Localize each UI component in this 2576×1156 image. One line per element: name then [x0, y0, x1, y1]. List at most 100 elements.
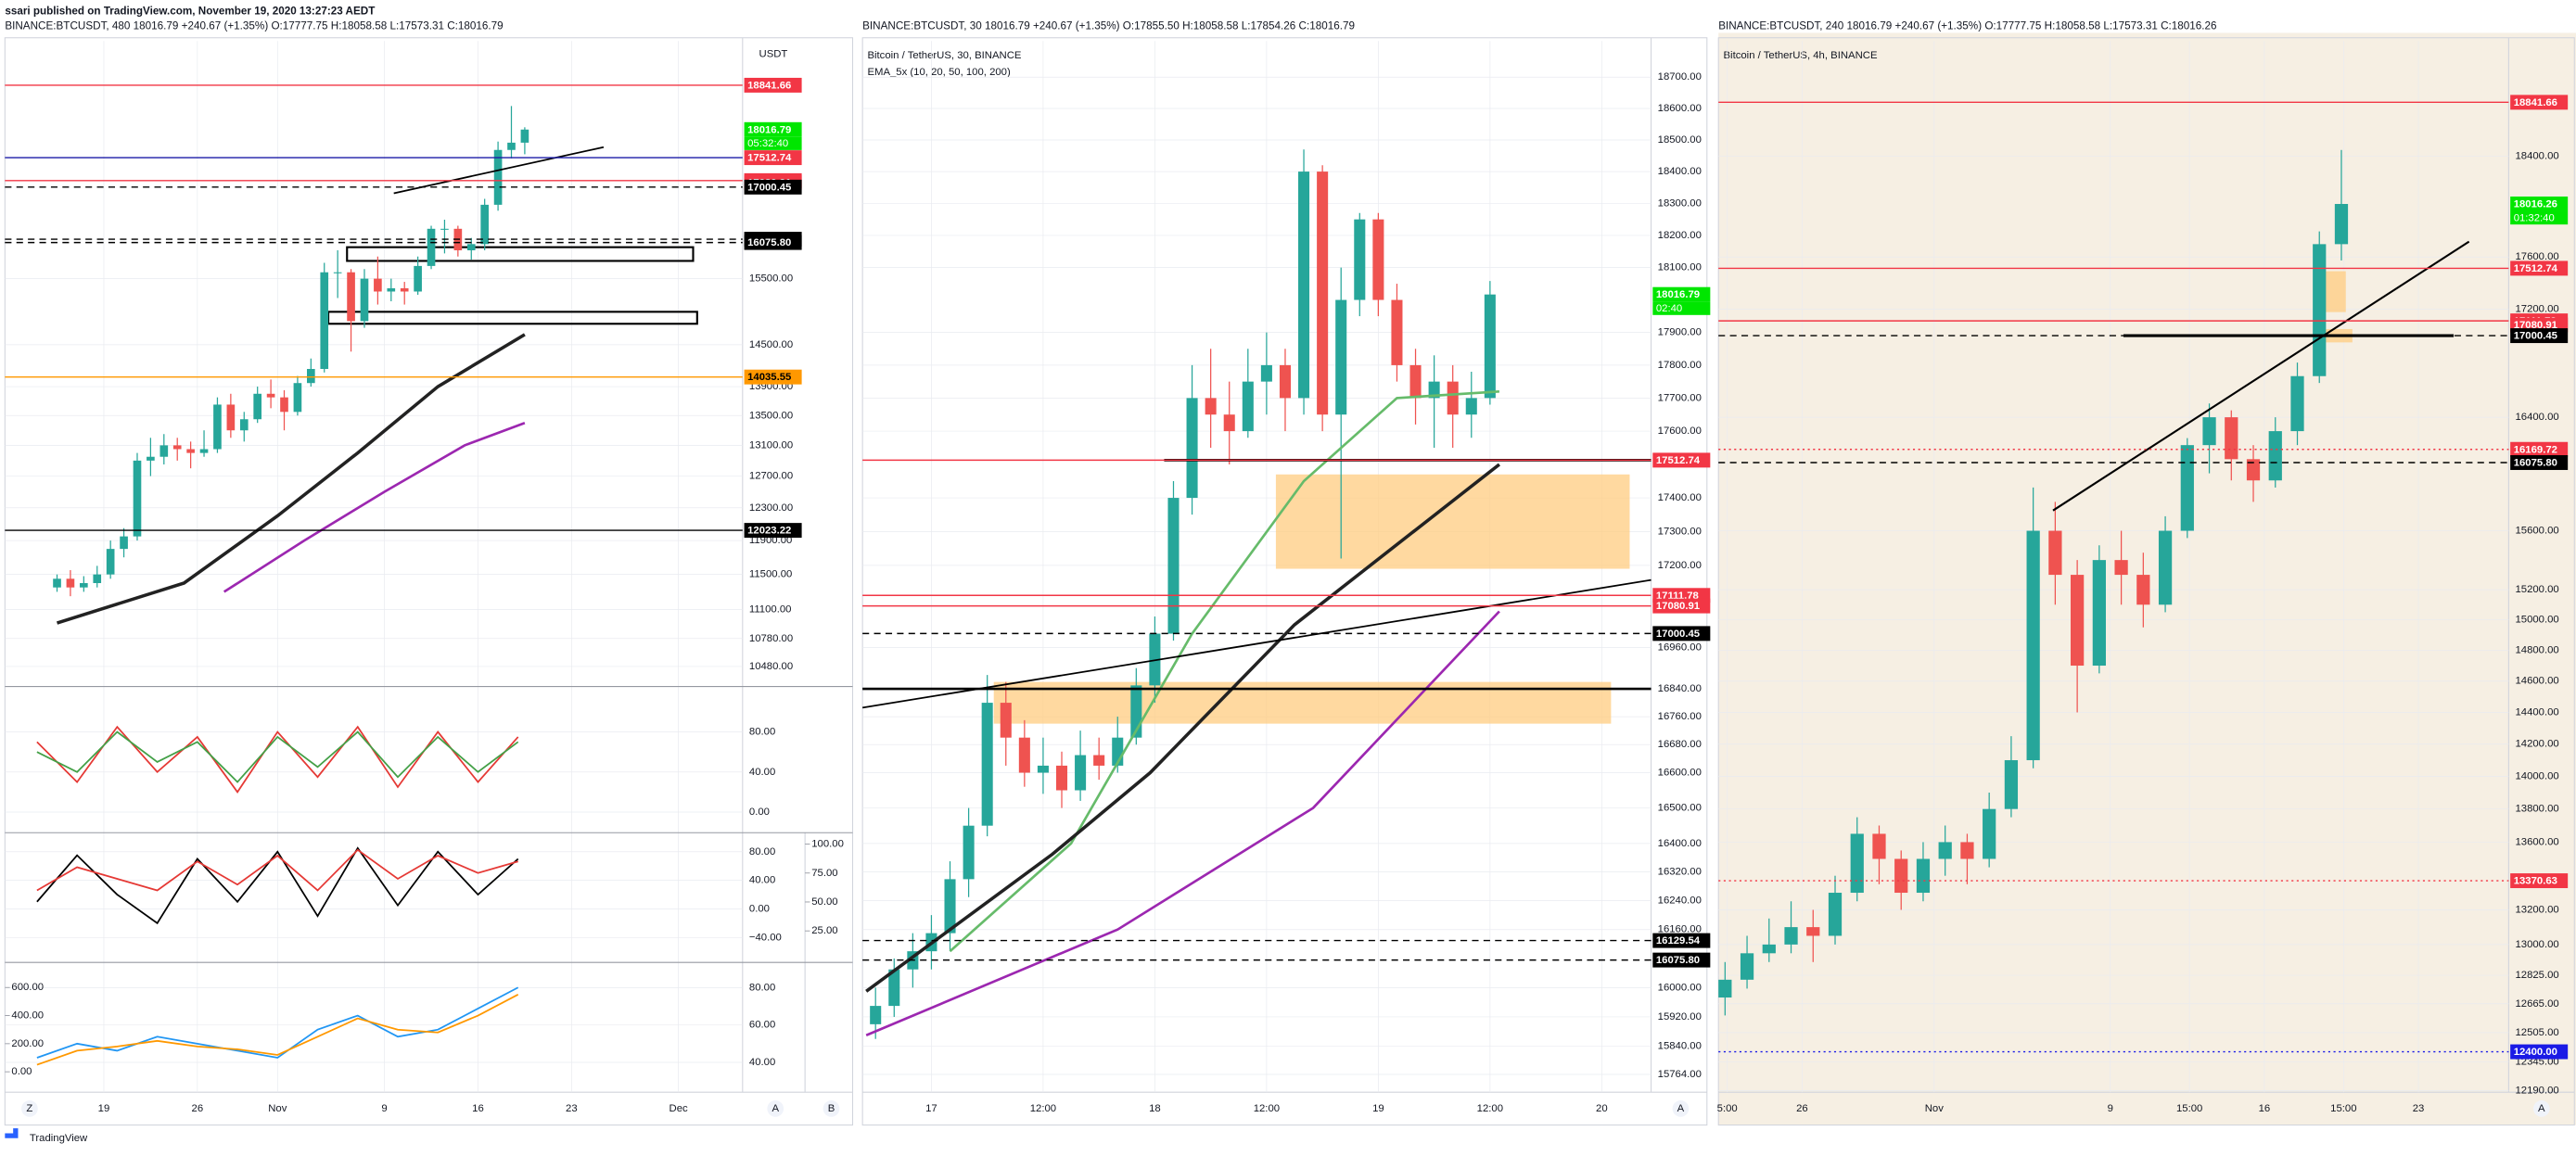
- zone: [1275, 474, 1630, 569]
- y-tick-label: 18400.00: [2515, 150, 2558, 161]
- countdown-tag: [2510, 210, 2569, 225]
- x-tick-label: 19: [98, 1103, 110, 1114]
- candle-body: [66, 578, 75, 588]
- pane-tick-label: 400.00: [11, 1010, 44, 1022]
- x-tick-label: Nov: [1925, 1103, 1944, 1114]
- y-tick-label: 12345.00: [2515, 1056, 2558, 1067]
- price-tag: [2510, 260, 2569, 276]
- candle-body: [80, 582, 88, 588]
- x-tick-label: 15:00: [2330, 1103, 2356, 1114]
- candle-body: [888, 969, 900, 1007]
- x-tick-label: 9: [2108, 1103, 2113, 1114]
- axis-button[interactable]: [1672, 1100, 1690, 1117]
- candle-body: [480, 204, 489, 245]
- y-tick-label: 14000.00: [2515, 770, 2558, 781]
- axis-button[interactable]: [2532, 1100, 2550, 1117]
- y-tick-label: 10780.00: [749, 633, 793, 644]
- x-tick-label: 26: [192, 1103, 204, 1114]
- price-tag-label: 16075.80: [747, 237, 791, 248]
- candle-body: [944, 879, 956, 934]
- candle-body: [1872, 833, 1886, 859]
- y-tick-label: 12665.00: [2515, 998, 2558, 1010]
- candle-body: [1260, 364, 1272, 382]
- x-tick-label: 26: [1796, 1103, 1808, 1114]
- price-tag-label: 17080.91: [2514, 320, 2557, 331]
- y-tick-label: 11500.00: [749, 569, 792, 580]
- axis-button-label[interactable]: A: [772, 1103, 779, 1114]
- y-tick-label: 16760.00: [1658, 711, 1702, 722]
- candle-body: [1409, 364, 1422, 399]
- candle-body: [1718, 979, 1732, 998]
- price-tag: [2510, 441, 2569, 457]
- x-tick-label: 19: [1372, 1103, 1384, 1114]
- price-tag-label: 17512.74: [747, 153, 792, 164]
- candle-body: [1317, 171, 1329, 415]
- candle-body: [2158, 530, 2173, 605]
- axis-button-label[interactable]: B: [828, 1103, 835, 1114]
- candle-body: [1960, 842, 1974, 859]
- candle-body: [133, 460, 142, 537]
- price-tag: [1652, 598, 1711, 614]
- y-tick-label: 13600.00: [2515, 836, 2558, 847]
- currency-label: USDT: [759, 48, 788, 59]
- candle-body: [293, 383, 302, 413]
- axis-button-label[interactable]: A: [1677, 1103, 1685, 1114]
- axis-button[interactable]: [823, 1100, 840, 1117]
- y-tick-label: 16500.00: [1658, 803, 1702, 814]
- price-tag-label: 12023.22: [747, 526, 791, 537]
- axis-button[interactable]: [767, 1100, 784, 1117]
- candle-body: [1223, 414, 1235, 432]
- y-tick-label: 16400.00: [2515, 412, 2558, 423]
- y-tick-label: 16240.00: [1658, 896, 1702, 907]
- candle-body: [2202, 417, 2216, 446]
- countdown-tag: [744, 136, 802, 150]
- countdown-tag: [1652, 301, 1711, 315]
- price-tag-label: 17000.45: [747, 182, 791, 193]
- pane-tick-label: 100.00: [811, 839, 844, 850]
- candle-body: [1298, 171, 1310, 399]
- y-tick-label: 12190.00: [2515, 1085, 2558, 1096]
- candle-body: [1391, 299, 1403, 365]
- pane-tick-label: 40.00: [749, 767, 775, 778]
- candle-body: [186, 449, 195, 453]
- x-tick-label: 16: [472, 1103, 484, 1114]
- y-tick-label: 17700.00: [1658, 392, 1702, 403]
- candle-body: [1075, 755, 1087, 791]
- candle-body: [1762, 944, 1776, 954]
- y-tick-label: 18500.00: [1658, 134, 1702, 146]
- symbol-header: BINANCE:BTCUSDT, 240 18016.79 +240.67 (+…: [1718, 19, 2216, 32]
- candle-body: [2092, 560, 2106, 667]
- y-tick-label: 17200.00: [1658, 560, 1702, 571]
- price-tag: [2510, 95, 2569, 110]
- candle-body: [280, 397, 288, 413]
- price-tag-label: 17080.91: [1656, 601, 1700, 612]
- y-tick-label: 12505.00: [2515, 1027, 2558, 1038]
- toolbar-button[interactable]: [21, 1100, 38, 1117]
- price-tag-label: 13370.63: [2514, 876, 2557, 887]
- price-tag: [2510, 328, 2569, 344]
- candle-body: [320, 272, 329, 369]
- price-tag-label: 17512.74: [1656, 455, 1701, 466]
- indicator-line: [949, 389, 1499, 953]
- price-tag: [744, 121, 802, 137]
- indicator-line: [36, 994, 519, 1066]
- indicator-line: [36, 986, 519, 1059]
- y-tick-label: 15600.00: [2515, 526, 2558, 537]
- pane-tick-label: 0.00: [11, 1066, 32, 1077]
- candle-body: [400, 287, 409, 292]
- candle-body: [1447, 381, 1459, 415]
- indicator-line: [393, 146, 605, 195]
- y-tick-label: 15920.00: [1658, 1011, 1702, 1023]
- candle-body: [213, 404, 222, 450]
- toolbar-button-label[interactable]: Z: [26, 1103, 32, 1114]
- candle-body: [1916, 858, 1931, 894]
- candle-body: [2048, 530, 2062, 576]
- candle-body: [2225, 417, 2238, 460]
- candle-body: [2026, 530, 2040, 761]
- axis-button-label[interactable]: A: [2538, 1103, 2545, 1114]
- price-tag-label: 16129.54: [1656, 935, 1701, 946]
- symbol-header: BINANCE:BTCUSDT, 480 18016.79 +240.67 (+…: [5, 19, 503, 32]
- candle-body: [2114, 560, 2128, 576]
- y-tick-label: 17200.00: [2515, 304, 2558, 315]
